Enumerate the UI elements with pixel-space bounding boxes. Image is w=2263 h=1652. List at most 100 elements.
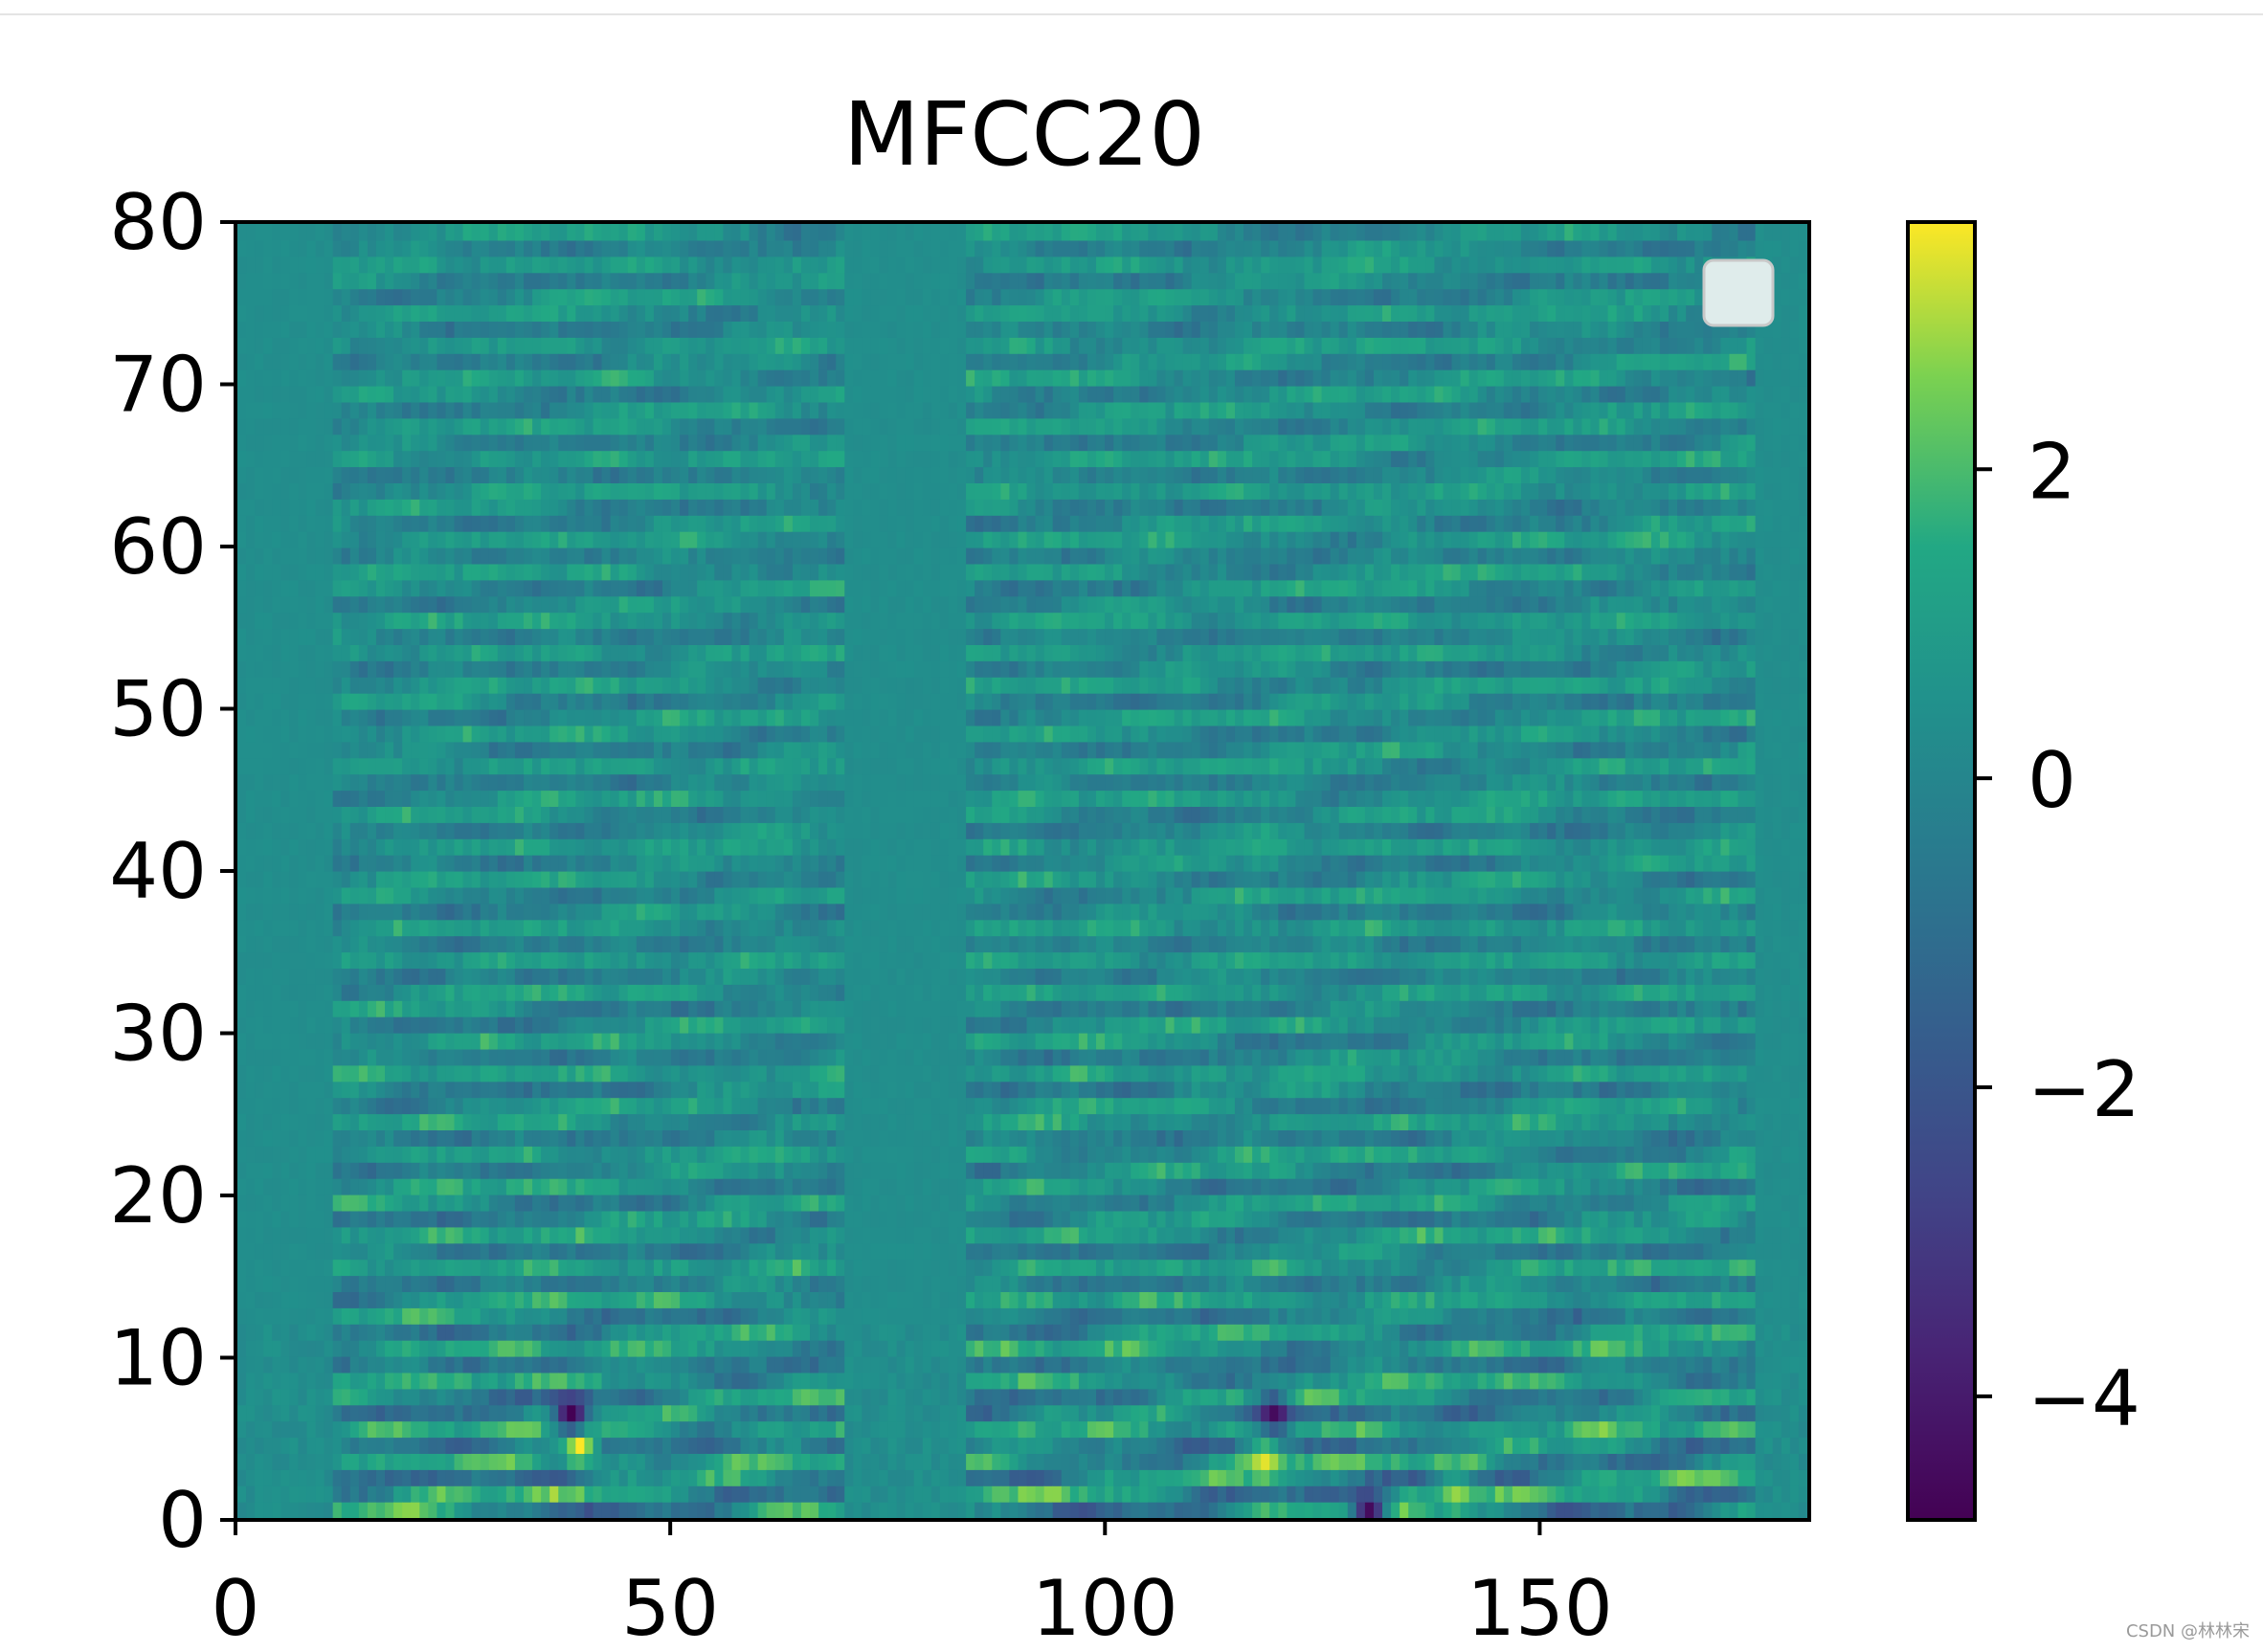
heatmap-cell bbox=[575, 871, 586, 888]
heatmap-cell bbox=[627, 1081, 638, 1099]
heatmap-cell bbox=[653, 660, 663, 678]
heatmap-cell bbox=[437, 612, 447, 630]
heatmap-cell bbox=[367, 935, 377, 953]
heatmap-cell bbox=[680, 628, 689, 645]
heatmap-cell bbox=[298, 968, 308, 985]
heatmap-cell bbox=[505, 1291, 516, 1308]
heatmap-cell bbox=[636, 547, 646, 565]
heatmap-cell bbox=[524, 1129, 533, 1147]
heatmap-cell bbox=[644, 337, 655, 354]
heatmap-cell bbox=[723, 1340, 733, 1357]
heatmap-cell bbox=[428, 693, 437, 710]
heatmap-cell bbox=[402, 1291, 412, 1308]
heatmap-cell bbox=[445, 1275, 456, 1292]
heatmap-cell bbox=[541, 1340, 550, 1357]
heatmap-cell bbox=[298, 693, 308, 710]
heatmap-cell bbox=[454, 822, 464, 839]
heatmap-cell bbox=[757, 1404, 768, 1422]
heatmap-cell bbox=[454, 1420, 464, 1439]
heatmap-cell bbox=[601, 1113, 612, 1130]
heatmap-cell bbox=[306, 304, 317, 322]
heatmap-cell bbox=[610, 1324, 620, 1341]
heatmap-cell bbox=[653, 579, 663, 597]
heatmap-cell bbox=[358, 612, 369, 630]
heatmap-cell bbox=[411, 1437, 420, 1454]
heatmap-cell bbox=[532, 1307, 542, 1325]
heatmap-cell bbox=[766, 693, 776, 710]
heatmap-cell bbox=[653, 1502, 663, 1519]
heatmap-cell bbox=[636, 1178, 646, 1195]
heatmap-cell bbox=[280, 369, 290, 387]
heatmap-cell bbox=[263, 1048, 273, 1066]
heatmap-cell bbox=[688, 660, 698, 678]
heatmap-cell bbox=[593, 531, 603, 548]
heatmap-cell bbox=[462, 239, 473, 257]
heatmap-cell bbox=[306, 1194, 317, 1212]
heatmap-cell bbox=[419, 434, 429, 452]
heatmap-cell bbox=[514, 677, 525, 694]
heatmap-cell bbox=[661, 628, 672, 645]
heatmap-cell bbox=[661, 256, 672, 274]
heatmap-cell bbox=[480, 1097, 490, 1115]
heatmap-cell bbox=[524, 482, 533, 500]
heatmap-cell bbox=[688, 579, 698, 597]
heatmap-cell bbox=[488, 822, 499, 839]
heatmap-cell bbox=[774, 1356, 785, 1373]
heatmap-cell bbox=[653, 386, 663, 403]
heatmap-cell bbox=[558, 903, 568, 921]
heatmap-cell bbox=[402, 1194, 412, 1212]
heatmap-cell bbox=[618, 1404, 629, 1422]
heatmap-cell bbox=[740, 1210, 751, 1228]
heatmap-cell bbox=[246, 563, 256, 581]
heatmap-cell bbox=[505, 1485, 516, 1503]
heatmap-cell bbox=[706, 321, 715, 338]
heatmap-cell bbox=[280, 1162, 290, 1179]
heatmap-cell bbox=[532, 855, 542, 872]
heatmap-cell bbox=[731, 304, 742, 322]
heatmap-cell bbox=[402, 288, 412, 306]
heatmap-cell bbox=[280, 224, 290, 241]
heatmap-cell bbox=[237, 1064, 247, 1083]
heatmap-cell bbox=[480, 1210, 490, 1228]
heatmap-cell bbox=[723, 466, 733, 483]
heatmap-cell bbox=[723, 1016, 733, 1034]
heatmap-cell bbox=[697, 1340, 706, 1357]
heatmap-cell bbox=[697, 1146, 706, 1163]
heatmap-cell bbox=[706, 239, 715, 257]
heatmap-cell bbox=[402, 871, 412, 888]
heatmap-cell bbox=[402, 951, 412, 969]
heatmap-cell bbox=[549, 1291, 559, 1308]
heatmap-cell bbox=[263, 855, 273, 872]
heatmap-cell bbox=[349, 806, 360, 823]
heatmap-cell bbox=[575, 1275, 586, 1292]
heatmap-cell bbox=[774, 1081, 785, 1099]
heatmap-cell bbox=[462, 806, 473, 823]
heatmap-cell bbox=[766, 369, 776, 387]
heatmap-cell bbox=[706, 709, 715, 726]
heatmap-cell bbox=[497, 515, 507, 532]
heatmap-cell bbox=[514, 1226, 525, 1244]
heatmap-cell bbox=[289, 1129, 300, 1147]
heatmap-cell bbox=[402, 272, 412, 290]
heatmap-cell bbox=[731, 337, 742, 354]
heatmap-cell bbox=[393, 1502, 403, 1519]
heatmap-cell bbox=[514, 1502, 525, 1519]
heatmap-cell bbox=[740, 1275, 751, 1292]
heatmap-cell bbox=[697, 1178, 706, 1195]
heatmap-cell bbox=[280, 1129, 290, 1147]
heatmap-cell bbox=[263, 1324, 273, 1341]
heatmap-cell bbox=[575, 515, 586, 532]
heatmap-cell bbox=[549, 434, 559, 452]
heatmap-cell bbox=[757, 401, 768, 419]
heatmap-cell bbox=[349, 1469, 360, 1486]
heatmap-cell bbox=[289, 1404, 300, 1422]
heatmap-cell bbox=[255, 450, 264, 468]
heatmap-cell bbox=[731, 1081, 742, 1099]
heatmap-cell bbox=[636, 1340, 646, 1357]
heatmap-cell bbox=[497, 1016, 507, 1034]
heatmap-cell bbox=[402, 838, 412, 856]
heatmap-cell bbox=[610, 1097, 620, 1115]
heatmap-cell bbox=[505, 321, 516, 338]
heatmap-cell bbox=[358, 272, 369, 290]
heatmap-cell bbox=[757, 806, 768, 823]
